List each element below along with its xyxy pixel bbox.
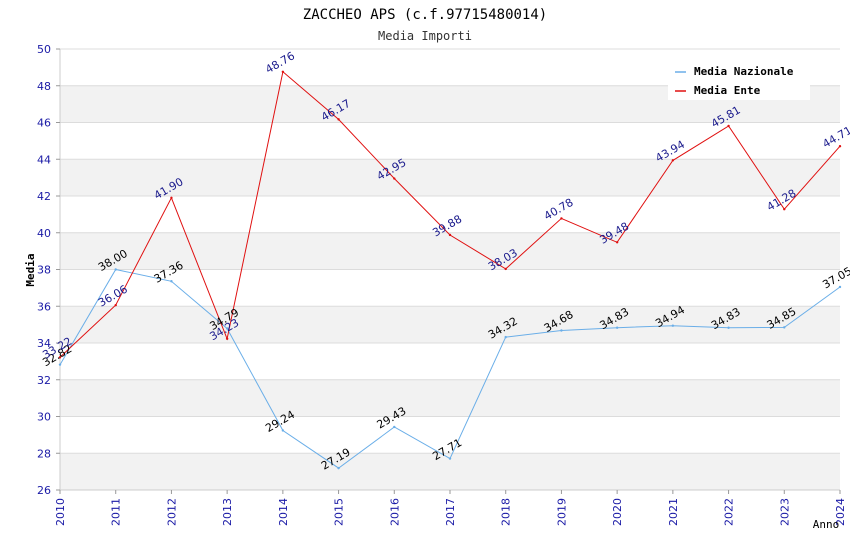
data-point-media-ente — [448, 233, 452, 237]
x-tick-label: 2020 — [611, 498, 624, 526]
x-tick-label: 2010 — [54, 498, 67, 526]
data-point-media-ente — [337, 118, 340, 121]
grid-band — [60, 159, 840, 196]
x-tick-label: 2014 — [277, 498, 290, 526]
y-tick-label: 50 — [37, 43, 51, 56]
x-tick-label: 2021 — [667, 498, 680, 526]
data-point-media-nazionale — [504, 335, 507, 339]
data-point-media-nazionale — [671, 324, 675, 327]
x-tick-label: 2018 — [500, 498, 513, 526]
data-point-media-ente — [393, 177, 396, 180]
legend-label-media-nazionale: Media Nazionale — [694, 65, 794, 78]
data-point-media-ente — [170, 196, 173, 200]
series-lines — [58, 70, 842, 470]
data-point-media-nazionale — [337, 466, 340, 470]
data-label-media-ente: 44.71 — [820, 124, 850, 151]
x-axis-ticks: 2010 2011 2012 2013 2014 2015 2016 2017 2018 2019… — [54, 490, 847, 526]
chart-title: ZACCHEO APS (c.f.97715480014) — [303, 7, 547, 23]
x-tick-label: 2024 — [834, 498, 847, 526]
data-point-media-nazionale — [58, 363, 62, 366]
data-point-media-nazionale — [393, 425, 396, 429]
data-point-media-ente — [58, 356, 62, 359]
chart-subtitle: Media Importi — [378, 29, 472, 43]
x-tick-label: 2023 — [778, 498, 791, 526]
data-label-media-ente: 48.76 — [263, 49, 297, 76]
y-tick-label: 40 — [37, 227, 51, 240]
y-tick-label: 48 — [37, 80, 51, 93]
y-tick-label: 30 — [37, 411, 51, 424]
data-point-media-ente — [727, 124, 730, 128]
data-point-media-ente — [615, 241, 619, 244]
series-line-media-nazionale — [59, 268, 841, 469]
x-tick-label: 2013 — [221, 498, 234, 526]
x-tick-label: 2017 — [444, 498, 457, 526]
y-tick-label: 46 — [37, 117, 51, 130]
y-tick-label: 42 — [37, 190, 51, 203]
data-point-media-nazionale — [615, 326, 619, 329]
data-point-media-nazionale — [783, 326, 786, 329]
data-point-media-nazionale — [225, 327, 229, 330]
x-tick-label: 2012 — [165, 498, 178, 526]
data-point-media-ente — [560, 217, 563, 220]
x-tick-label: 2016 — [388, 498, 401, 526]
legend-label-media-ente: Media Ente — [694, 84, 761, 97]
x-tick-label: 2019 — [555, 498, 568, 526]
x-axis-label: Anno — [813, 518, 840, 531]
data-point-media-ente — [783, 208, 786, 211]
grid-band — [60, 232, 840, 270]
y-axis-ticks: 26 28 30 32 34 36 38 40 42 44 46 48 50 — [37, 43, 60, 497]
y-tick-label: 34 — [37, 337, 51, 350]
grid-band — [60, 306, 840, 343]
data-point-media-nazionale — [448, 457, 452, 460]
data-point-media-nazionale — [560, 329, 563, 332]
y-tick-label: 38 — [37, 264, 51, 277]
data-point-media-ente — [504, 267, 507, 271]
legend: Media Nazionale Media Ente — [668, 60, 810, 100]
x-tick-label: 2011 — [110, 498, 123, 526]
data-point-media-nazionale — [170, 280, 173, 283]
data-point-media-ente — [838, 145, 842, 148]
y-tick-label: 44 — [37, 153, 51, 166]
data-point-media-ente — [281, 70, 285, 73]
y-axis-label: Media — [24, 253, 37, 286]
data-label-media-ente: 36.06 — [96, 283, 130, 310]
data-point-media-nazionale — [727, 326, 730, 329]
data-point-media-nazionale — [281, 429, 285, 432]
data-point-media-ente — [114, 303, 117, 307]
data-point-media-nazionale — [838, 285, 842, 289]
data-label-media-ente: 40.78 — [542, 196, 576, 223]
data-point-media-nazionale — [114, 268, 117, 271]
x-tick-label: 2022 — [723, 498, 736, 526]
grid-lines — [60, 48, 840, 491]
y-tick-label: 26 — [37, 484, 51, 497]
y-tick-label: 28 — [37, 447, 51, 460]
legend-box — [668, 60, 810, 100]
y-tick-label: 32 — [37, 374, 51, 387]
grid-band — [60, 379, 840, 417]
grid-bands — [60, 85, 840, 490]
x-tick-label: 2015 — [333, 498, 346, 526]
y-tick-label: 36 — [37, 300, 51, 313]
data-point-media-ente — [225, 337, 229, 340]
data-point-media-ente — [671, 159, 675, 162]
